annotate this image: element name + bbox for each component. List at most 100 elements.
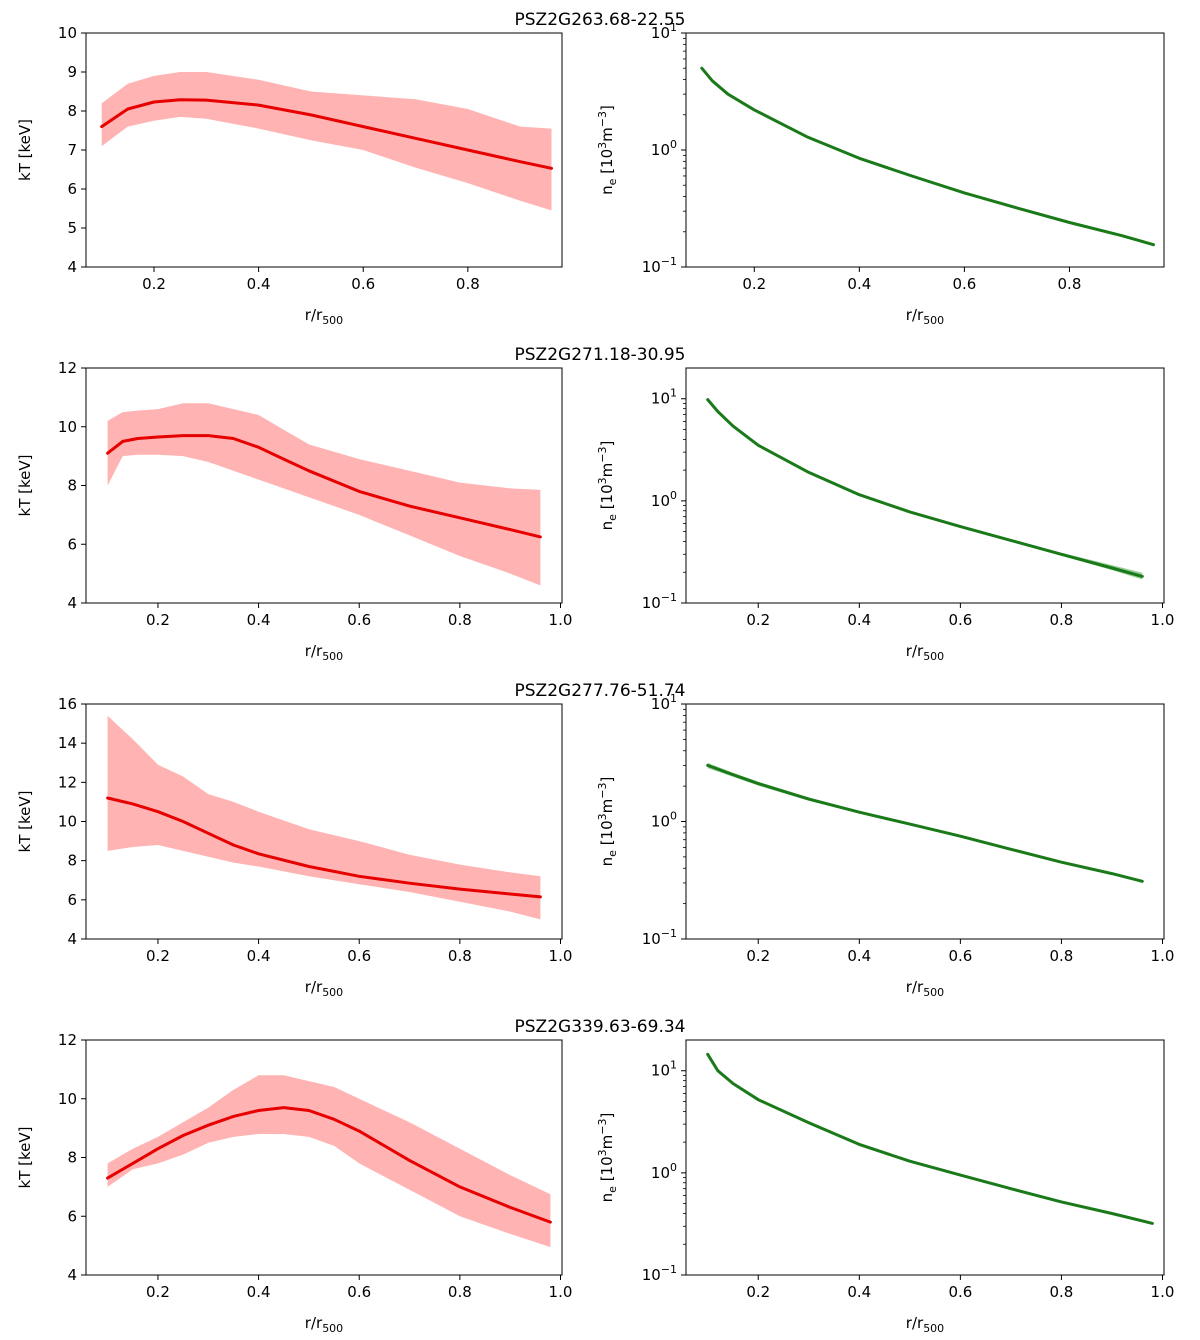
plot-area <box>106 715 542 920</box>
y-tick-label: 5 <box>67 219 77 237</box>
x-tick-label: 0.4 <box>247 275 271 293</box>
y-tick-label: 6 <box>67 535 77 553</box>
x-tick-label: 0.4 <box>247 1283 271 1301</box>
x-tick-label: 0.2 <box>746 611 770 629</box>
y-tick-label: 12 <box>58 359 77 377</box>
x-tick-label: 0.2 <box>146 947 170 965</box>
x-tick-label: 0.6 <box>351 275 375 293</box>
panel-density-3: 0.2 0.4 0.6 0.8 1.0 10−1 100 101 r/r500 ne [103m−… <box>596 692 1174 999</box>
temperature-profile-line <box>100 98 553 170</box>
y-axis-label: kT [keV] <box>16 119 34 181</box>
x-tick-label: 0.8 <box>1049 611 1073 629</box>
density-profile-line <box>706 1052 1154 1225</box>
y-axis-label: kT [keV] <box>16 1127 34 1189</box>
x-tick-label: 0.2 <box>146 611 170 629</box>
x-tick-label: 0.2 <box>746 1283 770 1301</box>
y-tick-label: 8 <box>67 1149 77 1167</box>
y-tick-label: 12 <box>58 1031 77 1049</box>
x-tick-label: 1.0 <box>1151 611 1175 629</box>
y-tick-label: 6 <box>67 891 77 909</box>
density-profile-line <box>700 66 1155 247</box>
chart-title: PSZ2G339.63-69.34 <box>515 1017 686 1037</box>
y-tick-label: 100 <box>651 138 677 159</box>
plot-area <box>706 398 1144 580</box>
axes-frame <box>685 32 1165 268</box>
axes-frame <box>685 1039 1165 1276</box>
y-tick-label: 9 <box>67 63 77 81</box>
panel-temperature-1: PSZ2G263.68-22.55 0.2 0.4 0.6 0.8 4 5 6 7 8 9 10 r/r… <box>16 10 685 327</box>
x-tick-label: 0.4 <box>847 275 871 293</box>
panel-density-2: 0.2 0.4 0.6 0.8 1.0 10−1 100 101 r/r500 ne [103m−… <box>596 367 1175 663</box>
x-axis-label: r/r500 <box>305 642 343 663</box>
y-tick-label: 10 <box>58 813 77 831</box>
x-axis-label: r/r500 <box>305 306 343 327</box>
chart-title: PSZ2G263.68-22.55 <box>515 10 686 30</box>
y-tick-label: 6 <box>67 180 77 198</box>
y-tick-label: 16 <box>58 695 77 713</box>
x-tick-label: 1.0 <box>1151 1283 1175 1301</box>
x-tick-label: 0.8 <box>1049 1283 1073 1301</box>
x-tick-label: 0.6 <box>948 947 972 965</box>
plot-area <box>700 66 1155 247</box>
y-tick-label: 10−1 <box>642 591 677 612</box>
x-tick-label: 0.8 <box>448 947 472 965</box>
x-tick-label: 0.8 <box>456 275 480 293</box>
y-tick-label: 10 <box>58 418 77 436</box>
x-tick-label: 0.6 <box>347 947 371 965</box>
density-confidence-band <box>707 398 1143 580</box>
y-tick-label: 8 <box>67 852 77 870</box>
y-axis-label: ne [103m−3] <box>596 441 619 531</box>
y-tick-label: 10−1 <box>642 927 677 948</box>
x-tick-label: 1.0 <box>549 1283 573 1301</box>
temperature-profile-line <box>106 796 542 899</box>
x-tick-label: 0.4 <box>247 947 271 965</box>
temperature-profile-line <box>106 1106 552 1224</box>
density-confidence-band <box>701 66 1154 247</box>
chart-title: PSZ2G271.18-30.95 <box>515 345 686 365</box>
y-tick-label: 4 <box>67 1266 77 1284</box>
y-tick-label: 10−1 <box>642 1263 677 1284</box>
y-tick-label: 12 <box>58 773 77 791</box>
x-tick-label: 1.0 <box>549 947 573 965</box>
x-tick-label: 0.2 <box>142 275 166 293</box>
y-tick-label: 4 <box>67 258 77 276</box>
x-axis-label: r/r500 <box>906 306 944 327</box>
y-axis-label: kT [keV] <box>16 455 34 517</box>
density-profile-line <box>706 763 1144 883</box>
x-tick-label: 0.6 <box>948 611 972 629</box>
y-tick-label: 4 <box>67 930 77 948</box>
x-tick-label: 0.4 <box>847 1283 871 1301</box>
x-tick-label: 0.4 <box>847 611 871 629</box>
y-tick-label: 101 <box>651 387 677 408</box>
y-tick-label: 4 <box>67 594 77 612</box>
temperature-confidence-band <box>107 715 541 920</box>
plot-area <box>106 403 542 586</box>
x-axis-label: r/r500 <box>906 1314 944 1335</box>
plot-area <box>706 762 1144 883</box>
y-axis-label: ne [103m−3] <box>596 105 619 195</box>
x-tick-label: 0.6 <box>948 1283 972 1301</box>
y-tick-label: 100 <box>651 1161 677 1182</box>
y-tick-label: 101 <box>651 692 677 713</box>
density-profile-line <box>706 398 1144 578</box>
y-axis-label: ne [103m−3] <box>596 1113 619 1203</box>
temperature-profile-line <box>106 434 542 539</box>
y-tick-label: 10 <box>58 24 77 42</box>
x-tick-label: 0.8 <box>448 611 472 629</box>
axes-frame <box>685 367 1165 604</box>
x-tick-label: 0.6 <box>347 611 371 629</box>
y-tick-label: 8 <box>67 102 77 120</box>
y-axis-label: kT [keV] <box>16 791 34 853</box>
plot-area <box>100 72 553 211</box>
y-tick-label: 10−1 <box>642 255 677 276</box>
x-axis-label: r/r500 <box>906 978 944 999</box>
x-axis-label: r/r500 <box>305 978 343 999</box>
y-tick-label: 101 <box>651 1059 677 1080</box>
panel-temperature-4: PSZ2G339.63-69.34 0.2 0.4 0.6 0.8 1.0 4 6 8 10 12 r… <box>16 1017 685 1335</box>
temperature-confidence-band <box>107 403 541 586</box>
x-tick-label: 0.2 <box>746 947 770 965</box>
y-tick-label: 10 <box>58 1090 77 1108</box>
y-tick-label: 100 <box>651 810 677 831</box>
plot-area <box>706 1052 1154 1225</box>
y-tick-label: 100 <box>651 489 677 510</box>
